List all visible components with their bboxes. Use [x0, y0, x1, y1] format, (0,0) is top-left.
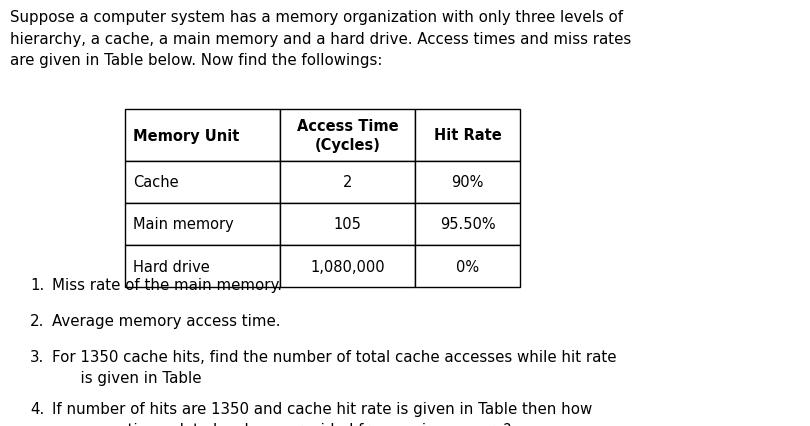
Bar [280, 245, 415, 287]
Bar [415, 204, 520, 245]
Bar [125, 161, 280, 204]
Bar [125, 204, 280, 245]
Text: If number of hits are 1350 and cache hit rate is given in Table then how
      m: If number of hits are 1350 and cache hit… [52, 401, 592, 426]
Text: Cache: Cache [133, 175, 179, 190]
Text: 95.50%: 95.50% [440, 217, 495, 232]
Bar [125, 110, 280, 161]
Text: Hard drive: Hard drive [133, 259, 210, 274]
Text: 105: 105 [334, 217, 361, 232]
Text: 3.: 3. [30, 349, 45, 364]
Text: 90%: 90% [451, 175, 484, 190]
Text: 2.: 2. [30, 313, 45, 328]
Text: 2: 2 [343, 175, 352, 190]
Bar [280, 110, 415, 161]
Bar [415, 161, 520, 204]
Bar [280, 161, 415, 204]
Bar [415, 245, 520, 287]
Text: Suppose a computer system has a memory organization with only three levels of
hi: Suppose a computer system has a memory o… [10, 10, 631, 68]
Text: 1,080,000: 1,080,000 [310, 259, 385, 274]
Text: Main memory: Main memory [133, 217, 234, 232]
Text: Average memory access time.: Average memory access time. [52, 313, 280, 328]
Text: Hit Rate: Hit Rate [433, 128, 501, 143]
Text: 1.: 1. [30, 277, 45, 292]
Text: Memory Unit: Memory Unit [133, 128, 240, 143]
Text: 0%: 0% [456, 259, 479, 274]
Text: Miss rate of the main memory.: Miss rate of the main memory. [52, 277, 282, 292]
Bar [415, 110, 520, 161]
Text: 4.: 4. [30, 401, 45, 416]
Text: Access Time
(Cycles): Access Time (Cycles) [296, 119, 399, 153]
Text: For 1350 cache hits, find the number of total cache accesses while hit rate
    : For 1350 cache hits, find the number of … [52, 349, 616, 385]
Bar [280, 204, 415, 245]
Bar [125, 245, 280, 287]
